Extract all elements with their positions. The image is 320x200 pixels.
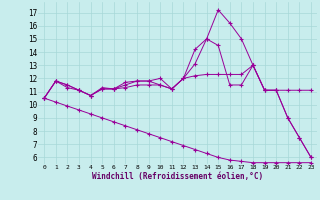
X-axis label: Windchill (Refroidissement éolien,°C): Windchill (Refroidissement éolien,°C) — [92, 172, 263, 181]
